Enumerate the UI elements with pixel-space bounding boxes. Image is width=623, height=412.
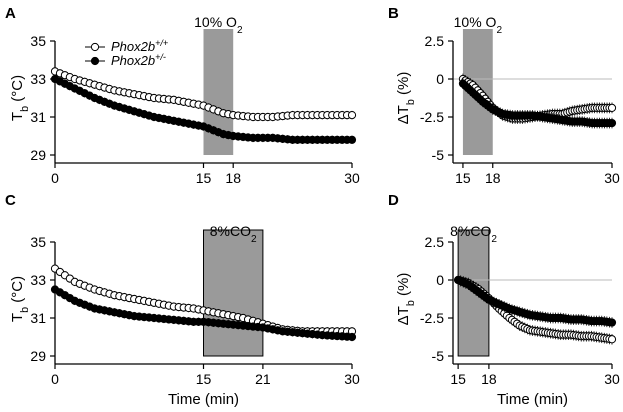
x-tick-label: 15 bbox=[196, 170, 212, 186]
data-point bbox=[607, 335, 617, 344]
legend-label: Phox2b+/+ bbox=[111, 38, 168, 54]
panel-letter: B bbox=[388, 5, 399, 22]
panel-letter: A bbox=[5, 5, 16, 22]
y-tick-label: 35 bbox=[30, 234, 46, 250]
data-point bbox=[347, 135, 357, 144]
stimulus-shade bbox=[203, 229, 264, 357]
y-axis-label: Tb (°C) bbox=[9, 276, 31, 322]
data-point bbox=[607, 118, 617, 128]
panel-a: A 10% O2 29 31 33 35 0 15 18 30 Tb (°C) Phox2b+/+Ph… bbox=[5, 5, 360, 186]
x-tick-label: 30 bbox=[604, 371, 620, 387]
panel-letter: C bbox=[5, 192, 16, 209]
x-axis-label: Time (min) bbox=[168, 391, 239, 408]
panel-b: B 10% O2 2.5 0 -2.5 -5 15 18 30 ΔTb (%) bbox=[388, 5, 620, 186]
panel-c: C 8%CO2 29 31 33 35 0 15 21 30 Tb (°C) Time (min) bbox=[5, 192, 360, 408]
stimulus-label: 10% O2 bbox=[454, 14, 503, 36]
y-tick-label: -5 bbox=[432, 348, 445, 364]
x-tick-label: 30 bbox=[604, 170, 620, 186]
stimulus-label: 8%CO2 bbox=[450, 223, 497, 245]
data-point bbox=[347, 332, 357, 342]
y-tick-label: 0 bbox=[436, 71, 444, 87]
stimulus-label: 8%CO2 bbox=[210, 223, 257, 245]
x-tick-label: 18 bbox=[481, 371, 497, 387]
y-tick-label: -2.5 bbox=[420, 109, 444, 125]
data-point bbox=[607, 318, 617, 327]
y-tick-label: 35 bbox=[30, 33, 46, 49]
x-tick-label: 21 bbox=[255, 371, 271, 387]
y-axis-label: ΔTb (%) bbox=[395, 72, 417, 125]
y-tick-label: -2.5 bbox=[420, 310, 444, 326]
panel-d: D 8%CO2 2.5 0 -2.5 -5 15 18 30 ΔTb (%) Time (min) bbox=[388, 192, 620, 408]
y-tick-label: 31 bbox=[30, 310, 46, 326]
x-tick-label: 0 bbox=[51, 170, 59, 186]
y-tick-label: 2.5 bbox=[425, 234, 445, 250]
x-tick-label: 18 bbox=[485, 170, 501, 186]
y-tick-label: 31 bbox=[30, 109, 46, 125]
x-tick-label: 15 bbox=[455, 170, 471, 186]
legend-marker bbox=[90, 56, 100, 66]
data-point bbox=[347, 111, 357, 120]
y-axis-label: Tb (°C) bbox=[9, 75, 31, 121]
legend-marker bbox=[90, 42, 100, 52]
series-het bbox=[50, 285, 357, 342]
x-tick-label: 0 bbox=[51, 371, 59, 387]
stimulus-label: 10% O2 bbox=[194, 14, 243, 36]
x-tick-label: 15 bbox=[196, 371, 212, 387]
y-tick-label: 0 bbox=[436, 272, 444, 288]
x-tick-label: 18 bbox=[225, 170, 241, 186]
data-point bbox=[607, 103, 617, 112]
legend: Phox2b+/+Phox2b+/- bbox=[85, 38, 168, 68]
series-het bbox=[454, 274, 617, 328]
x-axis-label: Time (min) bbox=[497, 391, 568, 408]
y-tick-label: 33 bbox=[30, 71, 46, 87]
y-axis-label: ΔTb (%) bbox=[395, 273, 417, 326]
series-het bbox=[50, 74, 357, 144]
series-het bbox=[458, 78, 617, 129]
y-tick-label: 33 bbox=[30, 272, 46, 288]
legend-label: Phox2b+/- bbox=[111, 52, 166, 68]
series-wt bbox=[50, 67, 357, 122]
y-tick-label: 29 bbox=[30, 147, 46, 163]
y-tick-label: -5 bbox=[432, 147, 445, 163]
panel-letter: D bbox=[388, 192, 399, 209]
x-tick-label: 15 bbox=[450, 371, 466, 387]
x-tick-label: 30 bbox=[344, 170, 360, 186]
x-tick-label: 30 bbox=[344, 371, 360, 387]
y-tick-label: 29 bbox=[30, 348, 46, 364]
y-tick-label: 2.5 bbox=[425, 33, 445, 49]
